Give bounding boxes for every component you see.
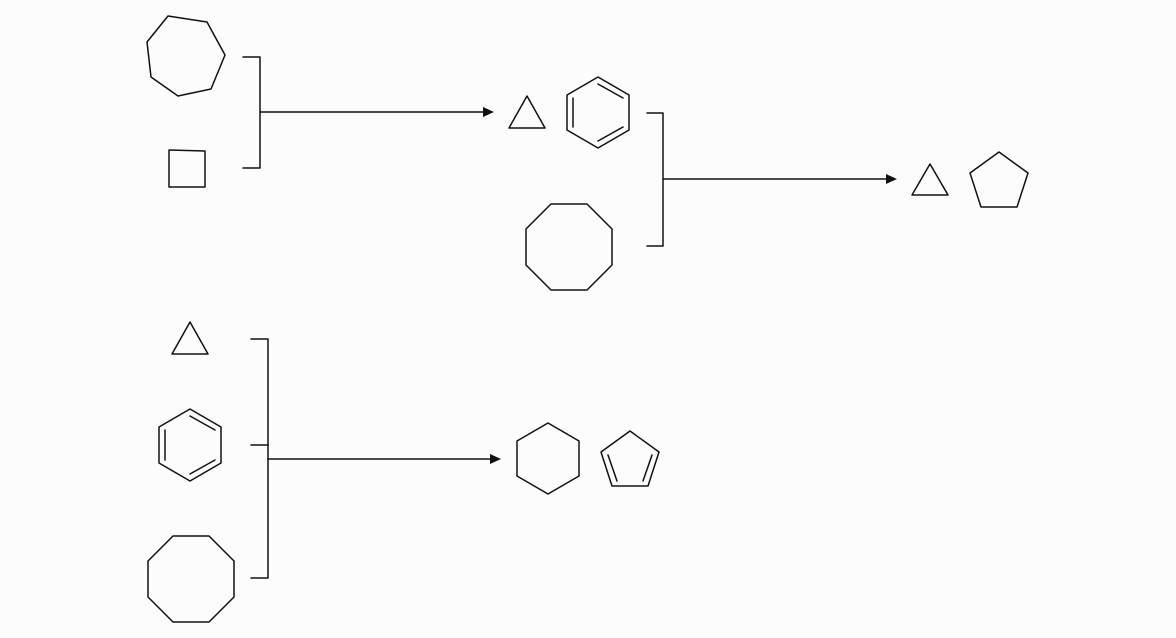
reaction-3-arrow [267,454,501,464]
cycloheptane-ring [146,15,226,97]
reaction-3 [147,321,660,623]
reaction-2 [525,112,1029,291]
reaction-1-arrow [259,107,494,117]
cyclopropane-ring [911,163,949,196]
reaction-3-products [516,422,660,495]
cyclopentadiene-ring [600,430,660,487]
cyclopentane-ring [969,151,1029,208]
cyclooctane-ring [525,203,613,291]
reaction-3-reactants [147,321,235,623]
cyclobutane-ring [168,149,206,188]
cyclooctane-ring [147,535,235,623]
cyclopropane-ring [171,321,209,355]
benzene-ring [158,408,222,482]
benzene-ring [566,76,630,149]
reaction-3-reactant-bracket [250,338,269,579]
reaction-1-products [508,76,630,149]
reaction-1 [146,15,630,188]
reaction-1-reactants [146,15,226,188]
reaction-2-arrow [662,174,897,184]
cyclohexane-ring [516,422,580,495]
reaction-2-products [911,151,1029,208]
reaction-2-extra-reactant [525,203,613,291]
cyclopropane-ring [508,95,546,129]
reaction-1-reactant-bracket [242,56,261,169]
reaction-2-reactant-bracket [646,112,664,247]
